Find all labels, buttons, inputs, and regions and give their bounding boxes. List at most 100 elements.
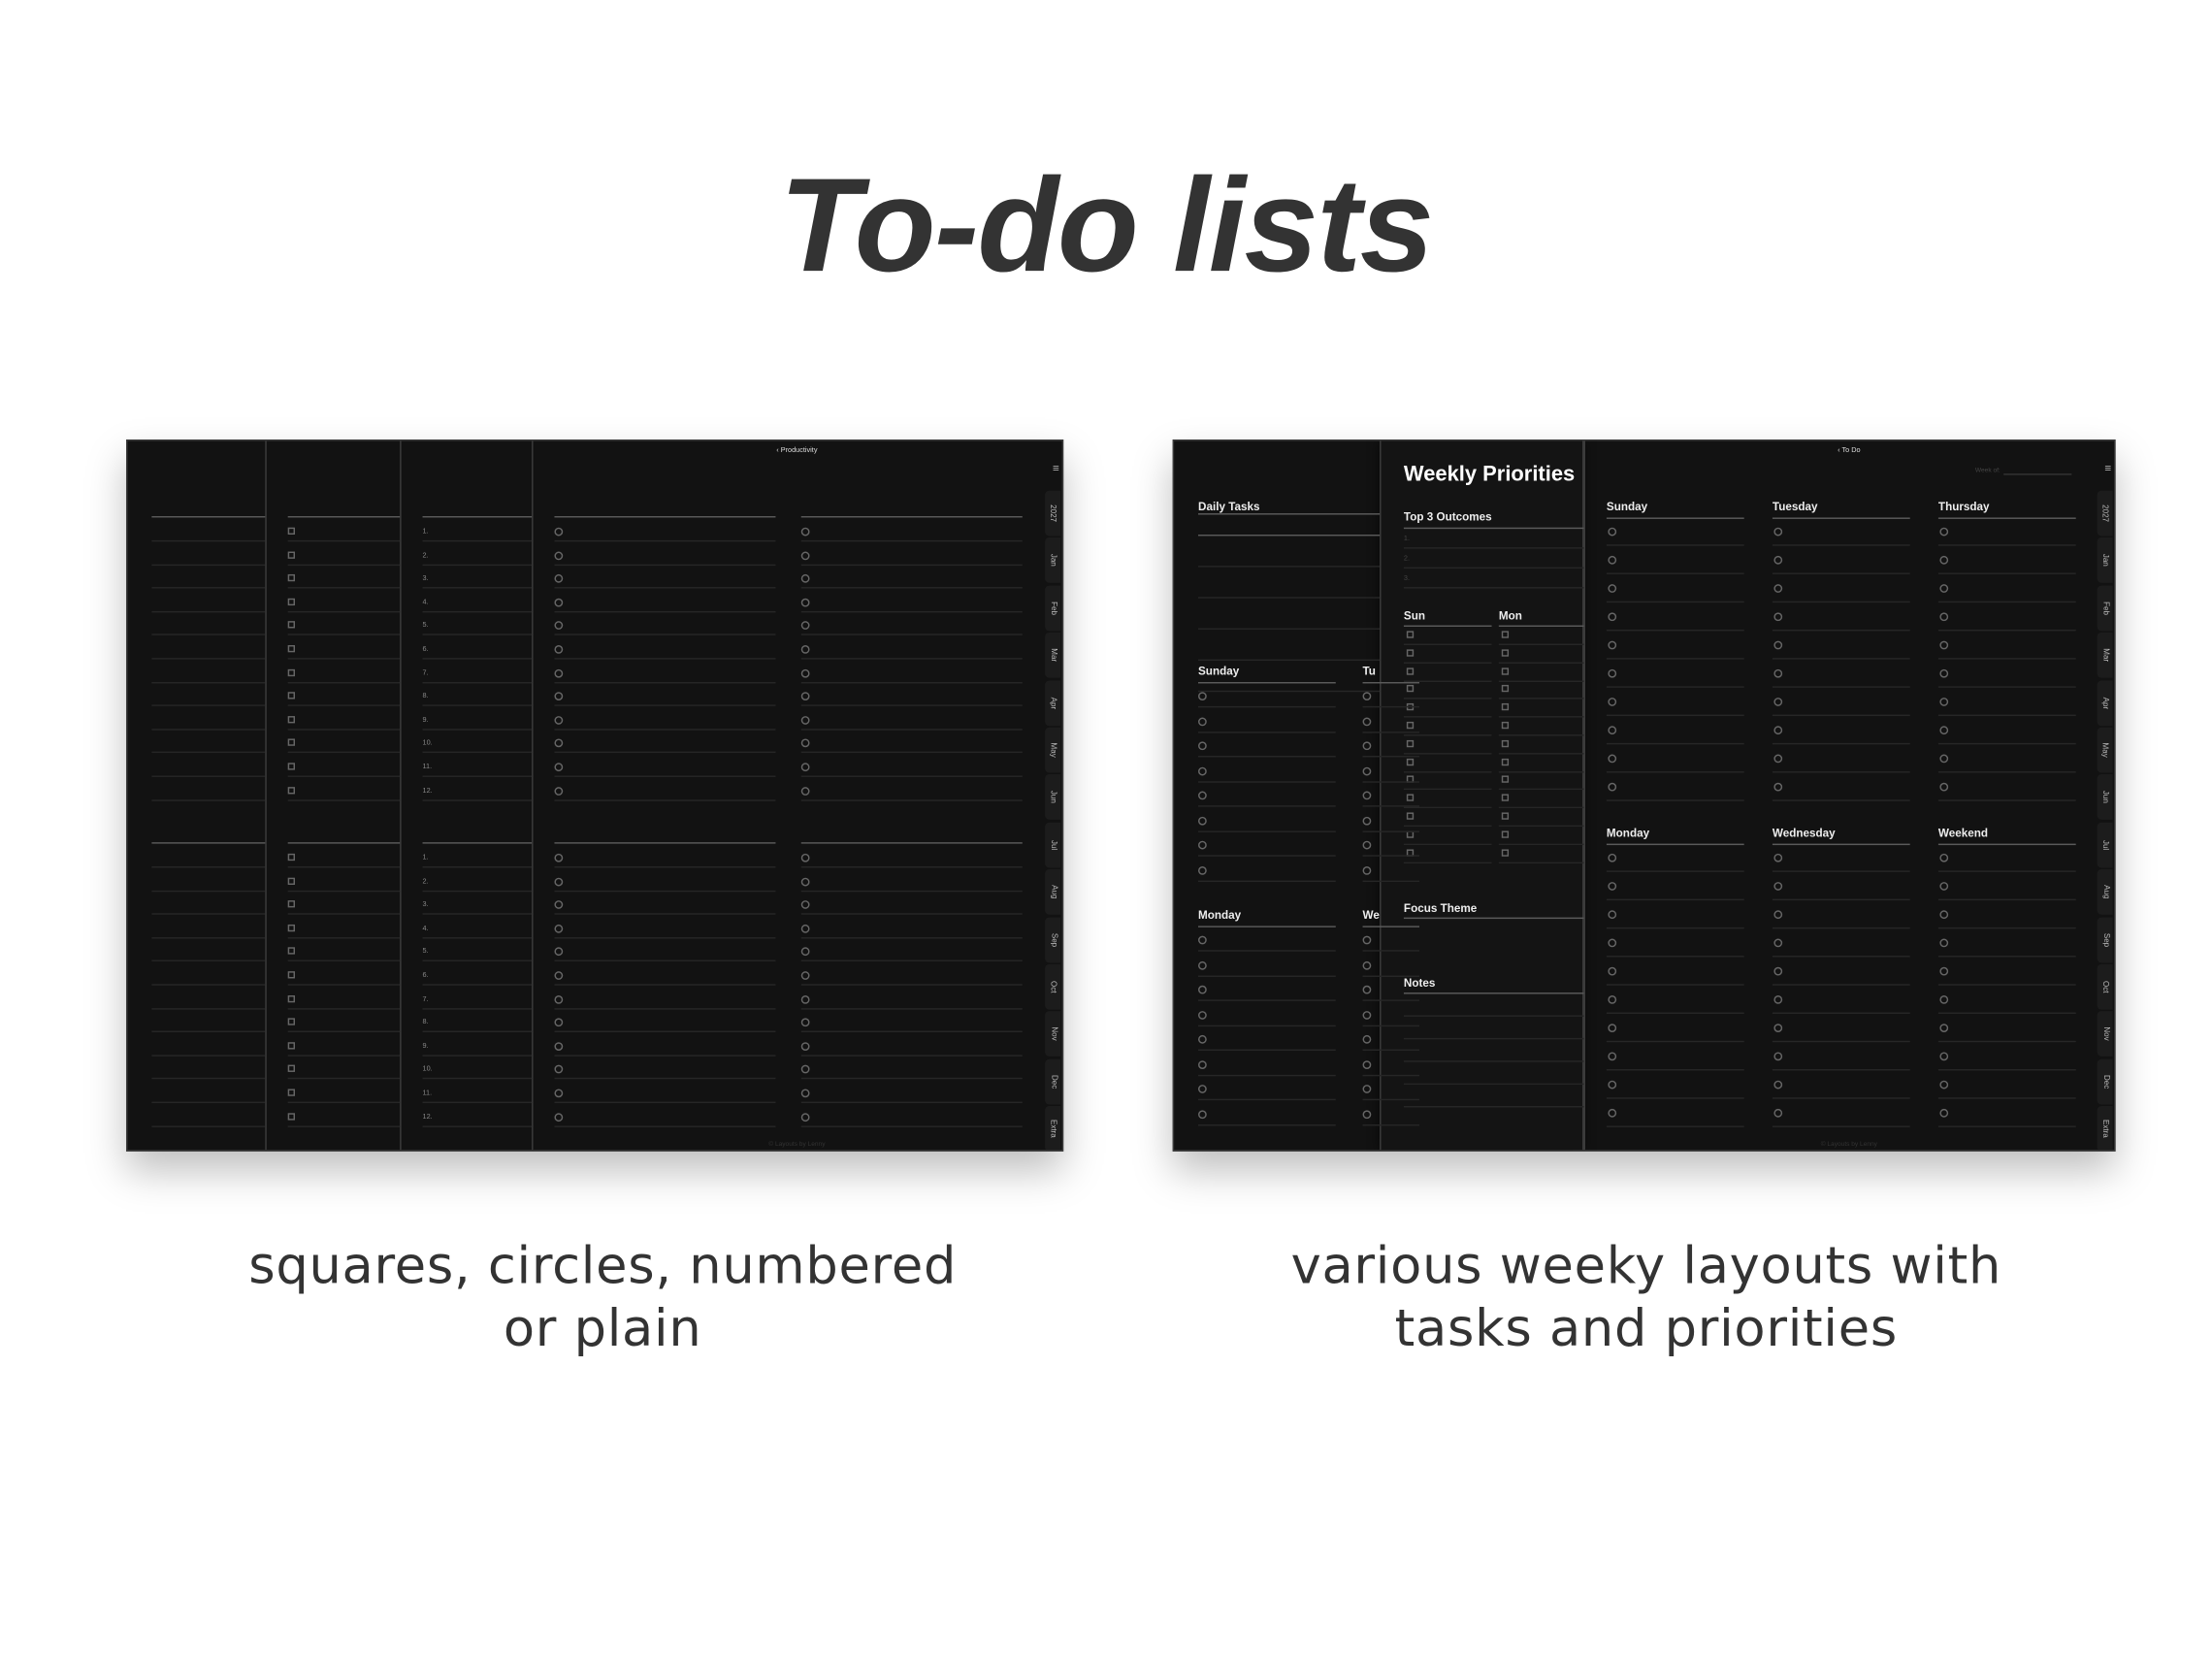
checkbox-circle[interactable] — [1773, 966, 1783, 976]
tab-extra[interactable]: Extra — [2097, 1106, 2113, 1151]
checkbox-circle[interactable] — [1773, 1108, 1783, 1118]
checkbox-circle[interactable] — [1939, 782, 1949, 792]
checkbox-square[interactable] — [1501, 848, 1510, 857]
tab-dec[interactable]: Dec — [1045, 1058, 1061, 1105]
checkbox-circle[interactable] — [1773, 612, 1783, 622]
checkbox-circle[interactable] — [800, 739, 810, 748]
checkbox-circle[interactable] — [1939, 668, 1949, 678]
checkbox-circle[interactable] — [1197, 985, 1207, 994]
tab-feb[interactable]: Feb — [2097, 585, 2113, 632]
checkbox-circle[interactable] — [1197, 741, 1207, 751]
checkbox-circle[interactable] — [1197, 1109, 1207, 1119]
checkbox-circle[interactable] — [1608, 1108, 1617, 1118]
checkbox-square[interactable] — [287, 550, 295, 559]
checkbox-square[interactable] — [287, 763, 295, 770]
checkbox-square[interactable] — [287, 900, 295, 908]
checkbox-circle[interactable] — [1939, 584, 1949, 593]
checkbox-circle[interactable] — [554, 550, 564, 560]
checkbox-square[interactable] — [1501, 703, 1510, 711]
checkbox-circle[interactable] — [1608, 1080, 1617, 1090]
tab-oct[interactable]: Oct — [2097, 963, 2113, 1010]
checkbox-circle[interactable] — [1608, 782, 1617, 792]
tab-aug[interactable]: Aug — [2097, 869, 2113, 915]
checkbox-square[interactable] — [287, 1041, 295, 1050]
tab-sep[interactable]: Sep — [1045, 917, 1061, 962]
checkbox-circle[interactable] — [1362, 1085, 1372, 1093]
checkbox-circle[interactable] — [1608, 612, 1617, 622]
checkbox-square[interactable] — [1406, 758, 1415, 765]
outcome-line[interactable] — [1403, 587, 1585, 589]
checkbox-circle[interactable] — [554, 971, 564, 980]
checkbox-square[interactable] — [287, 668, 295, 676]
checkbox-circle[interactable] — [554, 668, 564, 678]
checkbox-circle[interactable] — [800, 924, 810, 933]
checkbox-circle[interactable] — [1773, 882, 1783, 891]
tab-feb[interactable]: Feb — [1045, 585, 1061, 632]
tab-2027[interactable]: 2027 — [1045, 490, 1061, 537]
checkbox-circle[interactable] — [800, 550, 810, 560]
checkbox-square[interactable] — [1501, 758, 1510, 765]
checkbox-square[interactable] — [1501, 776, 1510, 784]
checkbox-circle[interactable] — [1773, 1052, 1783, 1061]
checkbox-circle[interactable] — [554, 900, 564, 910]
checkbox-circle[interactable] — [1608, 882, 1617, 891]
checkbox-circle[interactable] — [554, 621, 564, 631]
checkbox-circle[interactable] — [1773, 527, 1783, 537]
checkbox-circle[interactable] — [1362, 935, 1372, 945]
checkbox-circle[interactable] — [1362, 716, 1372, 726]
checkbox-square[interactable] — [1501, 721, 1510, 730]
tab-oct[interactable]: Oct — [1045, 963, 1061, 1010]
checkbox-square[interactable] — [287, 924, 295, 931]
outcome-line[interactable] — [1403, 547, 1585, 549]
checkbox-circle[interactable] — [1939, 882, 1949, 891]
checkbox-square[interactable] — [287, 1065, 295, 1073]
checkbox-circle[interactable] — [1939, 555, 1949, 565]
checkbox-circle[interactable] — [1608, 1052, 1617, 1061]
tab-may[interactable]: May — [2097, 727, 2113, 773]
checkbox-circle[interactable] — [554, 1112, 564, 1122]
checkbox-square[interactable] — [1406, 721, 1415, 730]
checkbox-square[interactable] — [287, 598, 295, 605]
checkbox-square[interactable] — [1406, 685, 1415, 693]
checkbox-circle[interactable] — [1939, 612, 1949, 622]
checkbox-circle[interactable] — [1362, 1109, 1372, 1119]
checkbox-circle[interactable] — [554, 644, 564, 654]
tab-jul[interactable]: Jul — [1045, 822, 1061, 868]
checkbox-square[interactable] — [287, 853, 295, 862]
checkbox-circle[interactable] — [1362, 816, 1372, 825]
checkbox-circle[interactable] — [800, 574, 810, 583]
checkbox-square[interactable] — [1406, 631, 1415, 638]
tab-nov[interactable]: Nov — [1045, 1011, 1061, 1057]
checkbox-circle[interactable] — [554, 715, 564, 725]
checkbox-circle[interactable] — [800, 763, 810, 772]
checkbox-square[interactable] — [1501, 667, 1510, 675]
checkbox-circle[interactable] — [800, 668, 810, 678]
menu-icon[interactable]: ≡ — [1052, 462, 1059, 475]
checkbox-circle[interactable] — [1362, 1059, 1372, 1069]
checkbox-circle[interactable] — [1939, 1052, 1949, 1061]
checkbox-circle[interactable] — [1773, 668, 1783, 678]
week-of-field[interactable] — [2003, 473, 2072, 475]
checkbox-circle[interactable] — [1939, 1108, 1949, 1118]
checkbox-circle[interactable] — [554, 786, 564, 796]
tab-jul[interactable]: Jul — [2097, 822, 2113, 868]
checkbox-circle[interactable] — [800, 900, 810, 910]
checkbox-circle[interactable] — [1939, 938, 1949, 948]
checkbox-circle[interactable] — [800, 715, 810, 725]
checkbox-circle[interactable] — [1773, 754, 1783, 764]
checkbox-circle[interactable] — [1197, 1034, 1207, 1044]
checkbox-circle[interactable] — [1939, 698, 1949, 706]
checkbox-circle[interactable] — [554, 1041, 564, 1051]
checkbox-circle[interactable] — [1608, 994, 1617, 1004]
tab-apr[interactable]: Apr — [2097, 679, 2113, 726]
checkbox-circle[interactable] — [1939, 1080, 1949, 1090]
breadcrumb-productivity[interactable]: ‹ Productivity — [776, 446, 818, 456]
checkbox-square[interactable] — [1501, 830, 1510, 838]
checkbox-square[interactable] — [1501, 739, 1510, 747]
checkbox-circle[interactable] — [554, 924, 564, 933]
outcome-line[interactable] — [1403, 567, 1585, 569]
checkbox-circle[interactable] — [554, 763, 564, 772]
checkbox-circle[interactable] — [800, 598, 810, 607]
checkbox-circle[interactable] — [1197, 935, 1207, 945]
checkbox-circle[interactable] — [800, 1089, 810, 1098]
